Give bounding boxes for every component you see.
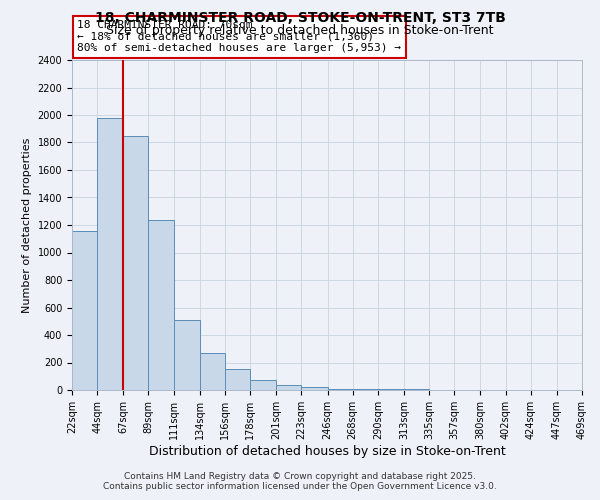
Text: Size of property relative to detached houses in Stoke-on-Trent: Size of property relative to detached ho… bbox=[106, 24, 494, 37]
Text: 18 CHARMINSTER ROAD: 70sqm
← 18% of detached houses are smaller (1,360)
80% of s: 18 CHARMINSTER ROAD: 70sqm ← 18% of deta… bbox=[77, 20, 401, 54]
Bar bbox=[97, 118, 124, 390]
Bar bbox=[200, 353, 225, 390]
Bar bbox=[72, 230, 97, 390]
Text: 18, CHARMINSTER ROAD, STOKE-ON-TRENT, ST3 7TB: 18, CHARMINSTER ROAD, STOKE-ON-TRENT, ST… bbox=[95, 11, 505, 25]
Bar bbox=[173, 320, 200, 390]
Bar bbox=[225, 368, 250, 390]
Y-axis label: Number of detached properties: Number of detached properties bbox=[22, 138, 32, 312]
Bar bbox=[301, 387, 328, 390]
Bar bbox=[250, 380, 276, 390]
Bar bbox=[353, 389, 378, 390]
Bar bbox=[124, 136, 148, 390]
Bar bbox=[148, 220, 173, 390]
Text: Contains HM Land Registry data © Crown copyright and database right 2025.
Contai: Contains HM Land Registry data © Crown c… bbox=[103, 472, 497, 491]
Bar bbox=[276, 384, 301, 390]
Bar bbox=[328, 388, 353, 390]
X-axis label: Distribution of detached houses by size in Stoke-on-Trent: Distribution of detached houses by size … bbox=[149, 444, 505, 458]
